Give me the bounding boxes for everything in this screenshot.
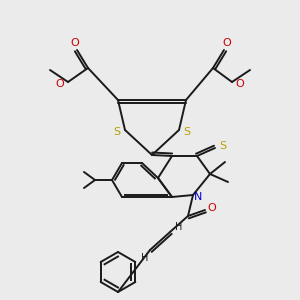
Text: O: O (223, 38, 231, 48)
Text: S: S (219, 141, 226, 151)
Text: S: S (113, 127, 121, 137)
Text: O: O (208, 203, 216, 213)
Text: N: N (194, 192, 202, 202)
Text: O: O (70, 38, 80, 48)
Text: H: H (141, 253, 149, 263)
Text: H: H (175, 222, 183, 232)
Text: O: O (236, 79, 244, 89)
Text: S: S (183, 127, 190, 137)
Text: O: O (56, 79, 64, 89)
